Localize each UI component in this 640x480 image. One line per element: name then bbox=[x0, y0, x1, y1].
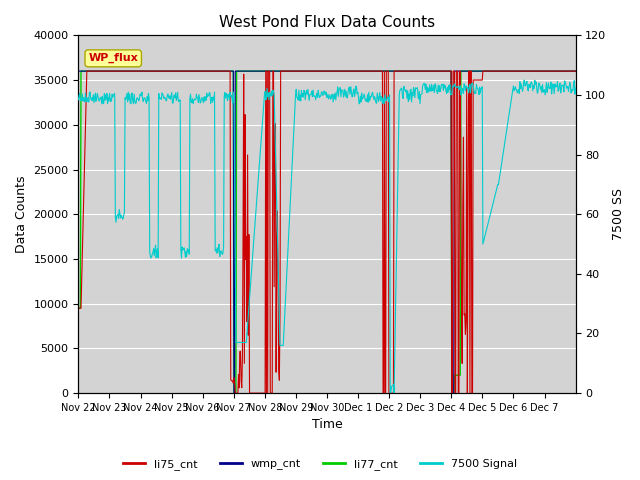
X-axis label: Time: Time bbox=[312, 419, 342, 432]
Y-axis label: 7500 SS: 7500 SS bbox=[612, 188, 625, 240]
Y-axis label: Data Counts: Data Counts bbox=[15, 176, 28, 253]
Text: WP_flux: WP_flux bbox=[88, 53, 138, 63]
Legend: li75_cnt, wmp_cnt, li77_cnt, 7500 Signal: li75_cnt, wmp_cnt, li77_cnt, 7500 Signal bbox=[118, 455, 522, 474]
Title: West Pond Flux Data Counts: West Pond Flux Data Counts bbox=[219, 15, 435, 30]
